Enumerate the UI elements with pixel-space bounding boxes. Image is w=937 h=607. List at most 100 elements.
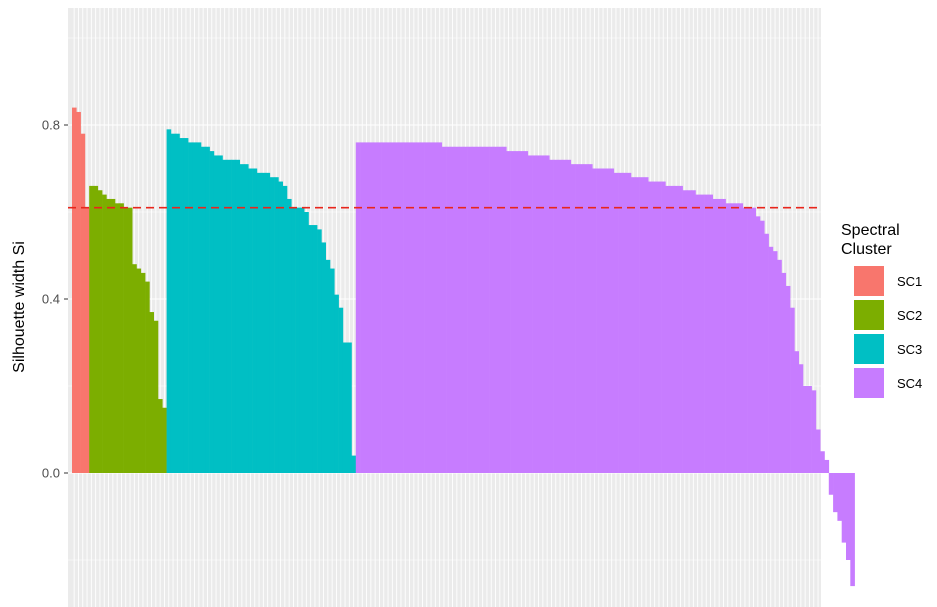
- bar-sc3: [282, 185, 288, 473]
- bar-sc4: [704, 194, 709, 473]
- bar-sc4: [596, 168, 602, 473]
- bar-sc4: [527, 155, 533, 473]
- bars-group: [72, 107, 855, 587]
- bar-sc4: [454, 146, 460, 473]
- bar-sc3: [295, 207, 301, 473]
- bar-sc4: [717, 198, 722, 473]
- bar-sc2: [153, 320, 159, 473]
- bar-sc4: [656, 181, 662, 474]
- bar-sc3: [218, 155, 223, 473]
- bar-sc2: [127, 207, 133, 473]
- bar-sc2: [149, 312, 154, 473]
- bar-sc4: [811, 390, 817, 473]
- bar-sc4: [467, 146, 473, 473]
- bar-sc4: [549, 159, 554, 474]
- bar-sc4: [712, 198, 718, 473]
- bar-sc4: [575, 164, 580, 473]
- bar-sc4: [674, 185, 679, 473]
- y-tick-label: 0.8: [42, 118, 60, 133]
- bar-sc4: [747, 207, 752, 473]
- bar-sc4: [592, 168, 597, 473]
- bar-sc3: [347, 342, 352, 473]
- bar-sc2: [115, 203, 120, 474]
- bar-sc3: [325, 259, 331, 473]
- bar-sc4: [493, 146, 498, 473]
- bar-sc4: [420, 142, 425, 473]
- bar-sc3: [269, 177, 275, 473]
- bar-sc4: [480, 146, 486, 473]
- bar-sc3: [317, 229, 322, 473]
- bar-sc4: [566, 159, 572, 474]
- bar-sc4: [459, 146, 464, 473]
- legend-label-sc1: SC1: [897, 274, 922, 289]
- bar-sc4: [390, 142, 395, 473]
- bar-sc4: [807, 386, 812, 473]
- bar-sc4: [768, 246, 774, 473]
- bar-sc4: [815, 429, 821, 473]
- bar-sc4: [781, 272, 787, 473]
- bar-sc2: [110, 198, 116, 473]
- bar-sc3: [308, 225, 314, 473]
- bar-sc2: [89, 185, 94, 473]
- legend-title-line-1: Spectral: [841, 222, 900, 239]
- legend-label-sc4: SC4: [897, 376, 922, 391]
- bar-sc3: [213, 155, 219, 473]
- bar-sc3: [201, 146, 206, 473]
- bar-sc4: [446, 146, 451, 473]
- bar-sc2: [136, 268, 142, 473]
- bar-sc4: [497, 146, 503, 473]
- bar-sc4: [682, 190, 688, 473]
- bar-sc4: [828, 473, 834, 495]
- bar-sc4: [686, 190, 692, 473]
- bar-sc2: [145, 281, 150, 473]
- bar-sc4: [411, 142, 417, 473]
- y-tick-label: 0.0: [42, 466, 60, 481]
- bar-sc2: [93, 185, 99, 473]
- bar-sc4: [699, 194, 705, 473]
- bar-sc3: [222, 159, 228, 474]
- bar-sc3: [192, 142, 197, 473]
- bar-sc4: [725, 203, 731, 474]
- bar-sc4: [669, 185, 675, 473]
- bar-sc4: [695, 194, 701, 473]
- bar-sc4: [777, 259, 782, 473]
- bar-sc4: [755, 216, 761, 473]
- bar-sc4: [407, 142, 412, 473]
- bar-sc4: [557, 159, 563, 474]
- bar-sc3: [265, 172, 271, 473]
- bar-sc4: [579, 164, 584, 473]
- bar-sc3: [287, 198, 292, 473]
- bar-sc4: [545, 155, 550, 473]
- bar-sc4: [588, 164, 593, 473]
- bar-sc3: [252, 168, 258, 473]
- bar-sc2: [140, 272, 146, 473]
- bar-sc4: [785, 285, 791, 473]
- bar-sc4: [794, 351, 799, 473]
- legend-label-sc3: SC3: [897, 342, 922, 357]
- bar-sc4: [742, 207, 748, 473]
- bar-sc4: [506, 151, 511, 473]
- bar-sc2: [102, 194, 107, 473]
- bar-sc1: [72, 107, 77, 473]
- bar-sc4: [600, 168, 606, 473]
- bar-sc3: [226, 159, 232, 474]
- bar-sc4: [519, 151, 524, 473]
- bar-sc4: [846, 473, 851, 560]
- bar-sc3: [170, 133, 176, 473]
- bar-sc4: [661, 181, 666, 474]
- bar-sc4: [364, 142, 369, 473]
- bar-sc3: [256, 172, 262, 473]
- bar-sc3: [312, 225, 318, 473]
- bar-sc4: [428, 142, 434, 473]
- bar-sc4: [385, 142, 391, 473]
- bar-sc4: [514, 151, 520, 473]
- bar-sc2: [106, 198, 111, 473]
- bar-sc4: [471, 146, 477, 473]
- y-axis-ticks: 0.0 0.4 0.8: [42, 118, 68, 481]
- bar-sc4: [433, 142, 438, 473]
- bar-sc4: [643, 177, 649, 473]
- bar-sc4: [441, 146, 447, 473]
- legend: Spectral Cluster SC1 SC2 SC3 SC4: [841, 222, 922, 398]
- legend-key-sc2: [854, 300, 884, 330]
- bar-sc3: [244, 164, 249, 473]
